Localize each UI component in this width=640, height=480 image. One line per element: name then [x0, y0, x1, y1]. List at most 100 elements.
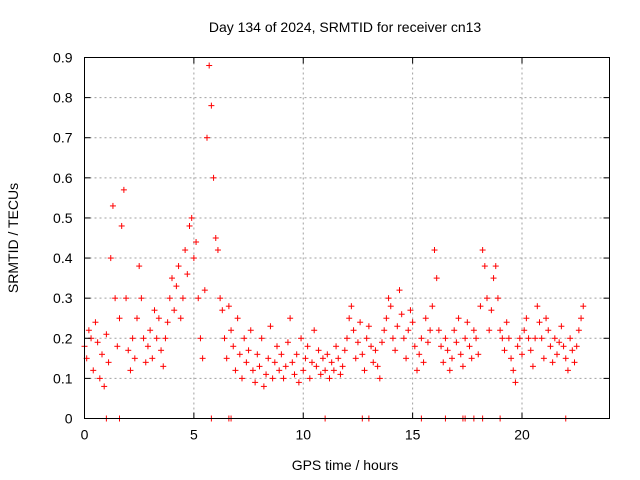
data-point [492, 263, 499, 270]
data-point [317, 371, 324, 378]
y-tick-label: 0.1 [53, 370, 73, 386]
x-axis-label: GPS time / hours [292, 457, 399, 473]
data-point [306, 375, 313, 382]
data-point [387, 303, 394, 310]
data-point [225, 303, 232, 310]
data-point [256, 363, 263, 370]
data-point [219, 307, 226, 314]
data-point [381, 327, 388, 334]
data-point [372, 347, 379, 354]
data-point [116, 315, 123, 322]
data-point [247, 327, 254, 334]
data-point [269, 375, 276, 382]
data-point [101, 383, 108, 390]
data-point [85, 327, 92, 334]
data-point [501, 347, 508, 354]
data-point [508, 355, 515, 362]
data-point [416, 351, 423, 358]
data-point [127, 367, 134, 374]
data-point [521, 327, 528, 334]
data-point [525, 335, 532, 342]
data-point [462, 335, 469, 342]
data-point [206, 62, 213, 69]
data-point [352, 355, 359, 362]
data-point [291, 371, 298, 378]
data-point [208, 102, 215, 109]
data-point [567, 335, 574, 342]
data-point [319, 355, 326, 362]
data-point [389, 335, 396, 342]
data-point [514, 343, 521, 350]
data-point [335, 355, 342, 362]
data-point [468, 355, 475, 362]
data-point [278, 351, 285, 358]
data-point [348, 303, 355, 310]
data-point [136, 263, 143, 270]
data-point [545, 327, 552, 334]
data-point [151, 307, 158, 314]
data-point [322, 367, 329, 374]
data-point [149, 355, 156, 362]
data-point [444, 347, 451, 354]
data-point [94, 339, 101, 346]
data-point [173, 283, 180, 290]
data-point [527, 347, 534, 354]
y-axis-label: SRMTID / TECUs [5, 183, 21, 293]
data-point [407, 307, 414, 314]
data-point [470, 327, 477, 334]
y-tick-label: 0.6 [53, 170, 73, 186]
y-tick-label: 0.8 [53, 90, 73, 106]
data-point [523, 315, 530, 322]
data-point [109, 202, 116, 209]
data-point [193, 239, 200, 246]
data-point [201, 287, 208, 294]
data-point [466, 343, 473, 350]
data-point [254, 351, 261, 358]
data-point [123, 295, 130, 302]
data-point [429, 303, 436, 310]
data-point [405, 327, 412, 334]
data-point [558, 323, 565, 330]
data-point [182, 247, 189, 254]
data-point [214, 247, 221, 254]
data-point [199, 355, 206, 362]
data-point [179, 295, 186, 302]
data-point [105, 359, 112, 366]
data-point [361, 367, 368, 374]
data-point [315, 347, 322, 354]
data-point [195, 295, 202, 302]
x-tick-labels: 0 5 10 15 20 [81, 427, 530, 443]
data-point [538, 335, 545, 342]
data-point [177, 315, 184, 322]
data-point [243, 359, 250, 366]
data-point [554, 351, 560, 358]
data-point [118, 222, 125, 229]
data-point [241, 335, 248, 342]
data-point [267, 323, 274, 330]
data-point [302, 355, 309, 362]
data-point [184, 271, 191, 278]
data-point [324, 351, 331, 358]
data-point [547, 343, 554, 350]
data-point [169, 275, 175, 282]
x-tick-label: 5 [190, 427, 198, 443]
data-point [160, 363, 167, 370]
y-tick-label: 0.7 [53, 130, 73, 146]
data-point [142, 359, 149, 366]
data-point [499, 335, 506, 342]
data-point [398, 311, 405, 318]
data-point [313, 363, 320, 370]
data-point [309, 359, 315, 366]
data-point [488, 307, 495, 314]
data-point [112, 295, 119, 302]
data-point [96, 375, 103, 382]
y-tick-label: 0.4 [53, 250, 73, 266]
data-point [477, 303, 484, 310]
data-point [265, 355, 272, 362]
data-point [497, 327, 504, 334]
data-point [363, 335, 370, 342]
data-point [403, 355, 410, 362]
data-point [221, 335, 228, 342]
data-point [271, 359, 278, 366]
